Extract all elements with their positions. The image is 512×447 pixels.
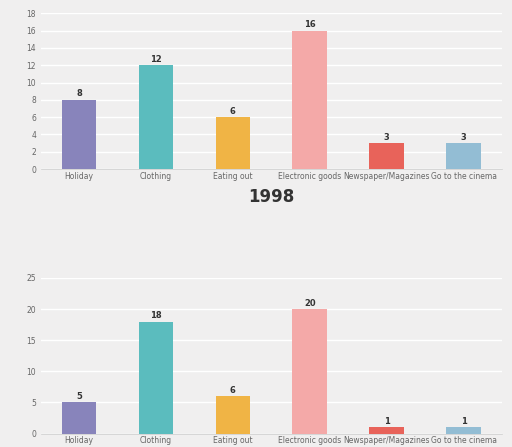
Text: 20: 20 [304, 299, 315, 308]
Text: 16: 16 [304, 20, 316, 29]
Bar [62, 100, 96, 169]
Text: 6: 6 [230, 106, 236, 116]
Text: 18: 18 [150, 311, 162, 320]
Text: 1: 1 [461, 417, 466, 426]
Text: 3: 3 [384, 133, 390, 142]
Text: 6: 6 [230, 386, 236, 395]
Bar [216, 396, 250, 434]
Text: 1: 1 [383, 417, 390, 426]
Bar [446, 143, 481, 169]
Bar [216, 117, 250, 169]
Text: 8: 8 [76, 89, 82, 98]
Bar [292, 31, 327, 169]
Bar [62, 402, 96, 434]
Text: 5: 5 [76, 392, 82, 401]
Bar [369, 143, 404, 169]
Text: 3: 3 [461, 133, 466, 142]
X-axis label: 1998: 1998 [248, 188, 294, 206]
Bar [369, 427, 404, 434]
Bar [139, 65, 174, 169]
Bar [446, 427, 481, 434]
Bar [292, 309, 327, 434]
Bar [139, 321, 174, 434]
Text: 12: 12 [150, 55, 162, 64]
